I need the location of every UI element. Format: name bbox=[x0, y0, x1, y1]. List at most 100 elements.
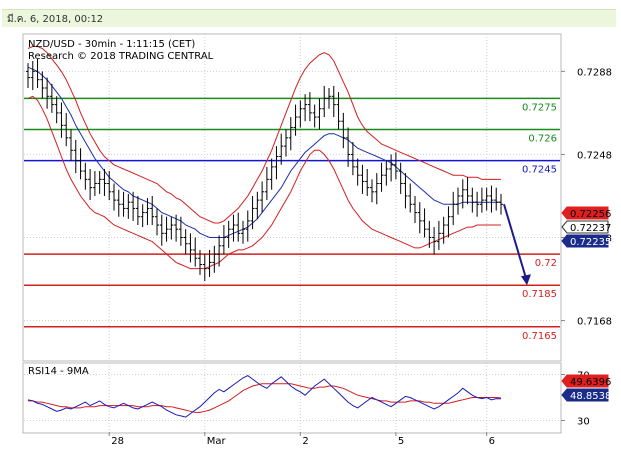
timestamp-bar: มี.ค. 6, 2018, 00:12 bbox=[2, 9, 616, 27]
support-resistance-levels: 0.7275 0.726 0.7245 0.72 0.7185 0.7165 bbox=[24, 97, 560, 342]
price-tag-box bbox=[561, 234, 609, 248]
candle bbox=[470, 187, 475, 213]
candle bbox=[484, 187, 489, 211]
candle bbox=[78, 148, 83, 180]
candle bbox=[260, 181, 265, 213]
candle bbox=[456, 187, 460, 215]
candle bbox=[479, 187, 484, 213]
candles bbox=[26, 58, 503, 282]
candle bbox=[403, 173, 408, 209]
candle bbox=[494, 187, 499, 211]
chart-copyright: Research © 2018 TRADING CENTRAL bbox=[28, 51, 214, 62]
candle bbox=[64, 112, 69, 147]
rsi-ma-line bbox=[28, 383, 502, 413]
candle bbox=[384, 160, 389, 186]
candle bbox=[116, 189, 121, 217]
candle bbox=[121, 191, 126, 217]
candle bbox=[374, 173, 379, 205]
rsi-tag: 48.8538 bbox=[561, 388, 611, 402]
candle bbox=[284, 129, 288, 157]
candle bbox=[355, 158, 360, 186]
price-tag-label: 0.72237 bbox=[570, 223, 611, 234]
price-axis-label: 0.7248 bbox=[577, 150, 612, 161]
candle bbox=[30, 60, 35, 91]
time-axis-label: Mar bbox=[207, 436, 227, 447]
candle bbox=[35, 58, 40, 88]
bollinger-lower-line bbox=[27, 95, 501, 270]
candle bbox=[408, 183, 413, 213]
candle bbox=[303, 94, 308, 122]
candle bbox=[398, 162, 403, 194]
candle bbox=[212, 245, 217, 273]
candle bbox=[217, 235, 222, 267]
candle bbox=[341, 112, 346, 149]
rsi-tag-box bbox=[561, 388, 609, 402]
candle bbox=[245, 210, 250, 242]
candle bbox=[465, 177, 470, 205]
candle bbox=[293, 104, 298, 136]
candle bbox=[446, 206, 451, 238]
level-label: 0.726 bbox=[528, 134, 557, 145]
timestamp-text: มี.ค. 6, 2018, 00:12 bbox=[7, 14, 104, 25]
candle bbox=[350, 141, 355, 176]
price-axis-label: 0.7168 bbox=[577, 317, 612, 328]
candle bbox=[97, 171, 102, 194]
candle bbox=[413, 195, 417, 223]
candle bbox=[107, 171, 112, 201]
candle bbox=[202, 254, 207, 282]
rsi-title: RSI14 - 9MA bbox=[28, 366, 89, 377]
candle bbox=[188, 233, 193, 263]
candle bbox=[379, 162, 384, 192]
level-label: 0.7165 bbox=[522, 331, 557, 342]
candle bbox=[54, 96, 59, 124]
candle bbox=[269, 158, 274, 190]
time-axis-label: 2 bbox=[302, 436, 308, 447]
candle bbox=[331, 85, 336, 118]
candle bbox=[317, 98, 322, 130]
price-axis-label: 0.7288 bbox=[577, 67, 612, 78]
candle bbox=[26, 63, 30, 88]
candle bbox=[274, 146, 279, 180]
candle bbox=[336, 92, 341, 130]
rsi-tag-box bbox=[561, 374, 609, 388]
rsi-lines bbox=[27, 375, 502, 418]
candle bbox=[255, 191, 260, 219]
candle bbox=[231, 214, 236, 242]
chart-title: NZD/USD - 30min - 1:11:15 (CET) bbox=[28, 39, 195, 50]
rsi-panel-border bbox=[22, 362, 562, 434]
candle bbox=[312, 104, 317, 128]
candle bbox=[140, 204, 145, 228]
candle bbox=[155, 208, 159, 236]
candle bbox=[45, 77, 50, 109]
candle bbox=[126, 193, 131, 219]
price-tag-label: 0.72256 bbox=[570, 209, 611, 220]
moving-average-line bbox=[27, 66, 501, 238]
candle bbox=[112, 183, 116, 211]
price-tag: 0.72256 bbox=[561, 206, 611, 220]
candle bbox=[193, 237, 198, 267]
candle bbox=[236, 212, 241, 242]
candle bbox=[226, 220, 231, 248]
candle bbox=[250, 195, 255, 230]
rsi-grid bbox=[24, 363, 560, 432]
candle bbox=[389, 154, 394, 182]
time-axis-label: 28 bbox=[111, 436, 124, 447]
candle bbox=[432, 227, 437, 255]
candle bbox=[69, 129, 73, 161]
rsi-line bbox=[27, 375, 502, 418]
candle bbox=[499, 193, 503, 215]
candle bbox=[135, 195, 140, 226]
candle bbox=[370, 179, 374, 203]
candle bbox=[422, 208, 427, 238]
level-label: 0.7245 bbox=[522, 165, 557, 176]
candle bbox=[346, 127, 351, 167]
level-label: 0.7185 bbox=[522, 289, 557, 300]
candle bbox=[88, 168, 93, 201]
top-bar: มี.ค. 6, 2018, 00:12 bbox=[0, 0, 621, 28]
candle bbox=[298, 100, 303, 128]
candle bbox=[427, 220, 432, 248]
projection-line bbox=[503, 203, 527, 279]
candle bbox=[92, 171, 97, 196]
candle bbox=[307, 92, 312, 122]
